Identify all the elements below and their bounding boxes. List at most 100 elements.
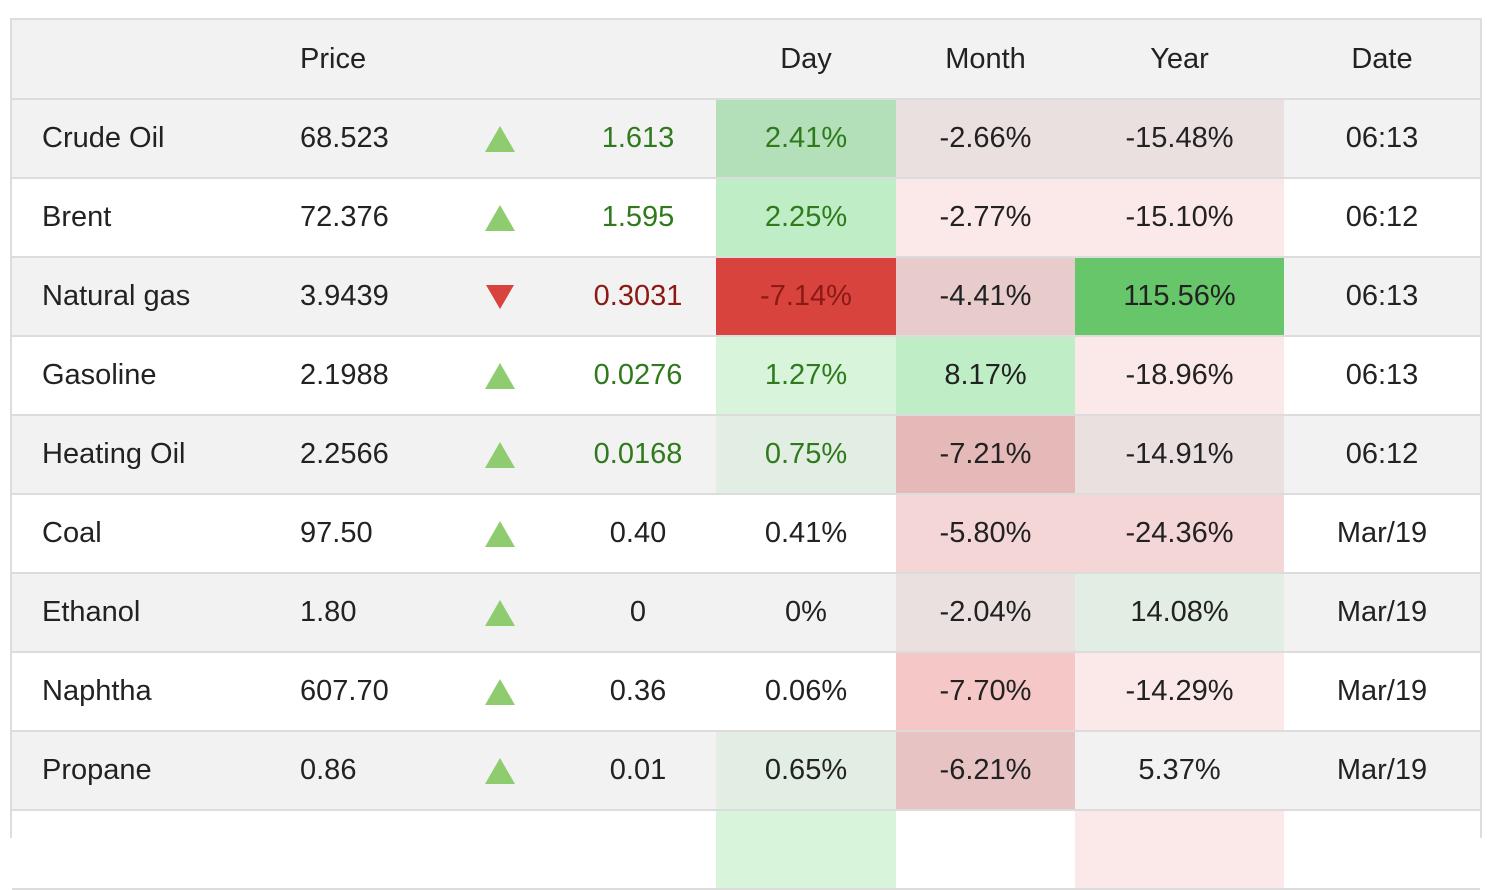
price-cell: 68.523: [270, 99, 440, 179]
date-cell: 06:12: [1284, 178, 1480, 258]
arrow-down-icon: [486, 285, 514, 310]
table-row: Gasoline 2.1988 0.0276 1.27% 8.17% -18.9…: [12, 336, 1480, 416]
year-percent-cell: 5.37%: [1075, 731, 1284, 811]
header-price[interactable]: Price: [270, 20, 440, 100]
table-row: Brent 72.376 1.595 2.25% -2.77% -15.10% …: [12, 178, 1480, 258]
change-cell: 0.3031: [560, 257, 716, 337]
date-cell: 06:13: [1284, 336, 1480, 416]
year-percent-cell: -14.29%: [1075, 652, 1284, 732]
date-cell: Mar/19: [1284, 494, 1480, 574]
commodity-name-link[interactable]: Gasoline: [12, 336, 270, 416]
direction-cell: [440, 494, 560, 574]
day-percent-cell: 0%: [716, 573, 896, 653]
arrow-up-icon: [485, 679, 515, 706]
price-cell: 97.50: [270, 494, 440, 574]
table-row: Crude Oil 68.523 1.613 2.41% -2.66% -15.…: [12, 99, 1480, 179]
commodity-name-link[interactable]: Naphtha: [12, 652, 270, 732]
month-percent-cell: -2.66%: [896, 99, 1075, 179]
arrow-up-icon: [485, 521, 515, 548]
price-cell: 72.376: [270, 178, 440, 258]
partial-cell: [12, 810, 270, 890]
partial-cell: [1284, 810, 1480, 890]
month-percent-cell: -2.77%: [896, 178, 1075, 258]
commodities-table: Price Day Month Year Date Crude Oil 68.5…: [12, 20, 1480, 890]
change-cell: 0.0276: [560, 336, 716, 416]
month-percent-cell: -7.21%: [896, 415, 1075, 495]
day-percent-cell: 2.41%: [716, 99, 896, 179]
arrow-up-icon: [485, 442, 515, 469]
partial-cell: [716, 810, 896, 890]
price-cell: 0.86: [270, 731, 440, 811]
change-cell: 0.40: [560, 494, 716, 574]
month-percent-cell: 8.17%: [896, 336, 1075, 416]
date-cell: Mar/19: [1284, 731, 1480, 811]
commodity-name-link[interactable]: Propane: [12, 731, 270, 811]
header-name: [12, 20, 270, 100]
arrow-up-icon: [485, 205, 515, 232]
day-percent-cell: 0.06%: [716, 652, 896, 732]
month-percent-cell: -4.41%: [896, 257, 1075, 337]
table-row: Ethanol 1.80 0 0% -2.04% 14.08% Mar/19: [12, 573, 1480, 653]
header-date[interactable]: Date: [1284, 20, 1480, 100]
arrow-up-icon: [485, 600, 515, 627]
commodity-name-link[interactable]: Natural gas: [12, 257, 270, 337]
change-cell: 0.01: [560, 731, 716, 811]
day-percent-cell: 0.65%: [716, 731, 896, 811]
date-cell: Mar/19: [1284, 573, 1480, 653]
direction-cell: [440, 573, 560, 653]
partial-cell: [1075, 810, 1284, 890]
direction-cell: [440, 99, 560, 179]
direction-cell: [440, 652, 560, 732]
change-cell: 1.613: [560, 99, 716, 179]
price-cell: 2.2566: [270, 415, 440, 495]
header-arrow: [440, 20, 560, 100]
day-percent-cell: -7.14%: [716, 257, 896, 337]
commodity-name-link[interactable]: Brent: [12, 178, 270, 258]
day-percent-cell: 0.75%: [716, 415, 896, 495]
year-percent-cell: -15.48%: [1075, 99, 1284, 179]
header-year[interactable]: Year: [1075, 20, 1284, 100]
change-cell: 1.595: [560, 178, 716, 258]
year-percent-cell: 14.08%: [1075, 573, 1284, 653]
change-cell: 0.0168: [560, 415, 716, 495]
year-percent-cell: -15.10%: [1075, 178, 1284, 258]
direction-cell: [440, 731, 560, 811]
change-cell: 0.36: [560, 652, 716, 732]
year-percent-cell: -14.91%: [1075, 415, 1284, 495]
month-percent-cell: -5.80%: [896, 494, 1075, 574]
header-row: Price Day Month Year Date: [12, 20, 1480, 100]
direction-cell: [440, 257, 560, 337]
price-cell: 3.9439: [270, 257, 440, 337]
direction-cell: [440, 415, 560, 495]
change-cell: 0: [560, 573, 716, 653]
month-percent-cell: -7.70%: [896, 652, 1075, 732]
table-row: Coal 97.50 0.40 0.41% -5.80% -24.36% Mar…: [12, 494, 1480, 574]
header-change: [560, 20, 716, 100]
partial-cell: [560, 810, 716, 890]
date-cell: 06:13: [1284, 257, 1480, 337]
year-percent-cell: 115.56%: [1075, 257, 1284, 337]
price-cell: 1.80: [270, 573, 440, 653]
year-percent-cell: -18.96%: [1075, 336, 1284, 416]
price-cell: 2.1988: [270, 336, 440, 416]
table-row: Naphtha 607.70 0.36 0.06% -7.70% -14.29%…: [12, 652, 1480, 732]
day-percent-cell: 0.41%: [716, 494, 896, 574]
direction-cell: [440, 178, 560, 258]
month-percent-cell: -2.04%: [896, 573, 1075, 653]
commodity-name-link[interactable]: Coal: [12, 494, 270, 574]
table-row-partial: [12, 810, 1480, 890]
table-row: Heating Oil 2.2566 0.0168 0.75% -7.21% -…: [12, 415, 1480, 495]
header-month[interactable]: Month: [896, 20, 1075, 100]
date-cell: 06:13: [1284, 99, 1480, 179]
date-cell: 06:12: [1284, 415, 1480, 495]
commodity-name-link[interactable]: Ethanol: [12, 573, 270, 653]
date-cell: Mar/19: [1284, 652, 1480, 732]
header-day[interactable]: Day: [716, 20, 896, 100]
commodities-table-container: Price Day Month Year Date Crude Oil 68.5…: [10, 18, 1482, 890]
partial-cell: [896, 810, 1075, 890]
arrow-up-icon: [485, 363, 515, 390]
day-percent-cell: 2.25%: [716, 178, 896, 258]
commodity-name-link[interactable]: Heating Oil: [12, 415, 270, 495]
day-percent-cell: 1.27%: [716, 336, 896, 416]
commodity-name-link[interactable]: Crude Oil: [12, 99, 270, 179]
